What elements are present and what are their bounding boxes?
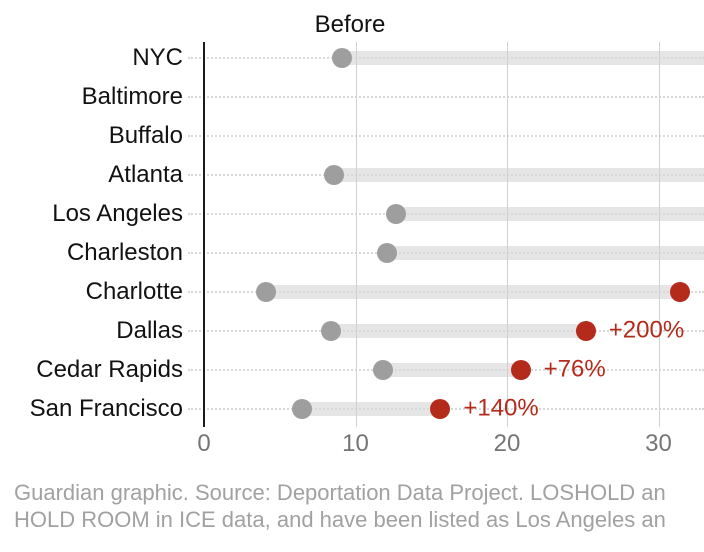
category-label: Charlotte [85, 278, 183, 306]
leader-line [188, 96, 704, 99]
category-label: Atlanta [108, 161, 183, 189]
category-label: NYC [132, 44, 183, 71]
after-dot [510, 360, 531, 381]
chart-title: Before [314, 11, 386, 38]
before-dot [256, 282, 277, 303]
before-dot [324, 165, 345, 186]
x-tick-label: 10 [342, 430, 369, 457]
before-dot [331, 48, 352, 68]
change-label: +76% [543, 355, 606, 383]
category-label: Buffalo [108, 122, 183, 150]
leader-line [188, 57, 704, 59]
source-note: Guardian graphic. Source: Deportation Da… [14, 479, 704, 533]
category-label: Charleston [66, 239, 183, 267]
change-label: +140% [463, 394, 539, 422]
category-label: Los Angeles [52, 200, 183, 228]
category-label: Cedar Rapids [36, 356, 183, 384]
plot-area: 0 10 20 30 NYC Baltimore Buffalo Atlanta Los Ang… [29, 42, 704, 457]
before-dot [292, 399, 313, 420]
leader-line [188, 291, 704, 294]
gridline [355, 42, 357, 427]
after-dot [430, 399, 451, 420]
leader-line [188, 213, 704, 216]
leader-line [188, 252, 704, 255]
category-label: Dallas [116, 317, 183, 345]
leader-line [188, 135, 704, 138]
before-dot [372, 360, 393, 381]
before-dot [386, 204, 407, 225]
gridline [507, 42, 508, 427]
source-note-line-2: HOLD ROOM in ICE data, and have been lis… [14, 507, 666, 532]
x-tick-label: 30 [645, 430, 672, 457]
before-dot [377, 243, 398, 264]
after-dot [669, 282, 690, 303]
leader-line [188, 330, 704, 333]
gridline [658, 42, 660, 427]
before-dot [321, 321, 342, 342]
change-label: +200% [608, 316, 685, 344]
category-label: Baltimore [81, 83, 183, 111]
leader-line [188, 369, 704, 372]
x-tick-label: 20 [493, 430, 521, 457]
x-tick-label: 0 [197, 430, 211, 457]
source-note-line-1: Guardian graphic. Source: Deportation Da… [14, 480, 666, 505]
leader-line [188, 174, 704, 177]
after-dot [575, 321, 596, 342]
category-label: San Francisco [29, 395, 183, 423]
y-axis-line [203, 42, 205, 427]
